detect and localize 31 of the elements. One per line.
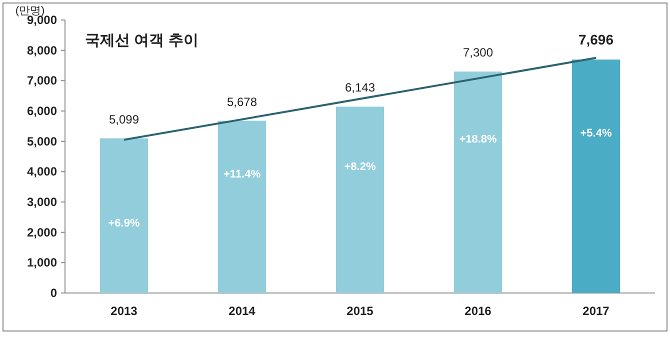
data-label: 6,143 xyxy=(344,80,376,95)
bar xyxy=(572,60,620,293)
y-tick-label: 2,000 xyxy=(26,225,58,240)
x-tick-label: 2014 xyxy=(228,304,256,318)
y-tick-label: 1,000 xyxy=(26,256,58,270)
y-tick-label: 8,000 xyxy=(26,43,58,58)
x-tick-label: 2017 xyxy=(582,304,610,318)
annotation: +18.8% xyxy=(459,133,498,146)
x-tick-label: 2016 xyxy=(464,304,492,318)
y-tick-label: 3,000 xyxy=(26,195,58,209)
annotation: +6.9% xyxy=(108,217,140,230)
y-tick-label: 6,000 xyxy=(26,104,58,118)
bar xyxy=(218,120,266,293)
data-label: 5,099 xyxy=(108,112,140,126)
annotation: +11.4% xyxy=(223,168,261,181)
y-tick-label: 0 xyxy=(50,286,58,300)
y-axis-title: (만명) xyxy=(15,5,45,17)
y-tick-label: 5,000 xyxy=(26,134,58,148)
data-label: 7,696 xyxy=(578,32,614,48)
bar xyxy=(336,106,384,293)
x-tick-label: 2015 xyxy=(346,304,374,318)
annotation: +5.4% xyxy=(580,128,612,140)
bar xyxy=(454,72,502,293)
data-label: 5,678 xyxy=(226,94,258,109)
data-label: 7,300 xyxy=(462,46,494,60)
bar xyxy=(100,138,148,293)
x-tick-label: 2013 xyxy=(110,304,138,318)
y-tick-label: 7,000 xyxy=(26,74,58,88)
y-tick-label: 4,000 xyxy=(26,164,58,179)
annotation: +8.2% xyxy=(344,161,376,174)
text: 국제선 여객 추이 xyxy=(85,32,198,49)
